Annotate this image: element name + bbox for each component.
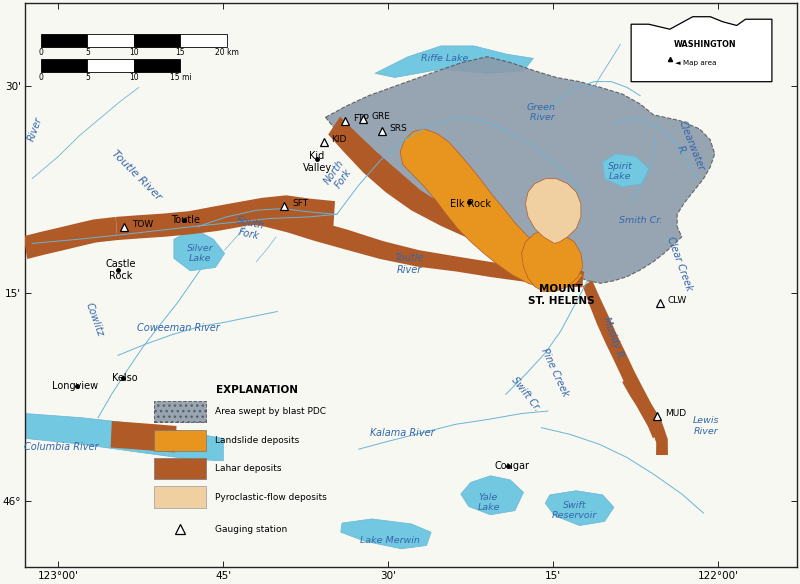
Polygon shape [24,217,118,259]
Text: Toutle: Toutle [170,215,199,225]
Polygon shape [328,117,584,284]
Text: FTP: FTP [353,114,368,123]
Text: Spirit
Lake: Spirit Lake [608,162,633,181]
Text: Kid
Valley: Kid Valley [302,151,331,173]
Polygon shape [341,519,431,549]
Polygon shape [622,374,668,455]
Text: Cougar: Cougar [494,461,530,471]
Polygon shape [602,154,649,187]
Text: Cowlitz: Cowlitz [84,301,106,338]
Polygon shape [461,476,523,515]
Polygon shape [582,280,665,438]
Text: MUD: MUD [666,409,686,418]
Text: TOW: TOW [132,220,154,229]
Text: Clearwater
R.: Clearwater R. [666,119,706,177]
Text: MOUNT
ST. HELENS: MOUNT ST. HELENS [528,284,594,305]
Text: Longview: Longview [52,381,98,391]
Text: Riffe Lake: Riffe Lake [421,54,468,63]
Text: Kalama River: Kalama River [370,427,435,437]
Text: Lewis
River: Lewis River [693,416,719,436]
Polygon shape [26,413,223,461]
Polygon shape [326,57,714,283]
Text: Toutle River: Toutle River [110,148,163,202]
Text: Lake Merwin: Lake Merwin [360,536,419,545]
Polygon shape [546,491,614,526]
Text: Smith Cr.: Smith Cr. [618,215,662,225]
Text: North
Fork: North Fork [322,158,355,193]
Polygon shape [110,421,177,453]
Polygon shape [174,228,225,271]
Polygon shape [526,179,581,244]
Text: River: River [26,115,44,142]
Text: CLW: CLW [668,296,687,305]
Text: Pine Creek: Pine Creek [539,346,570,398]
Text: SRS: SRS [390,124,407,133]
Text: Kelso: Kelso [111,373,138,383]
Text: Elk Rock: Elk Rock [450,199,491,208]
Text: Castle
Rock: Castle Rock [106,259,136,281]
Text: Muddy R.: Muddy R. [602,315,626,362]
Polygon shape [375,46,534,78]
Polygon shape [116,195,335,240]
Polygon shape [400,129,583,289]
Text: Silver
Lake: Silver Lake [187,244,214,263]
Polygon shape [522,230,583,291]
Text: GRE: GRE [371,112,390,121]
Text: Swift
Reservoir: Swift Reservoir [552,501,597,520]
Text: Coweeman River: Coweeman River [137,323,220,333]
Text: SFT: SFT [292,199,308,208]
Text: Columbia River: Columbia River [25,442,99,452]
Text: Toutle
River: Toutle River [394,253,424,275]
Text: KID: KID [331,135,347,144]
Text: Green
 River: Green River [526,103,556,122]
Text: Clear Creek: Clear Creek [666,236,694,293]
Polygon shape [189,205,583,287]
Text: Yale
Lake: Yale Lake [478,493,500,512]
Text: South
Fork: South Fork [234,215,266,242]
Text: Swift Cr.: Swift Cr. [509,376,542,413]
